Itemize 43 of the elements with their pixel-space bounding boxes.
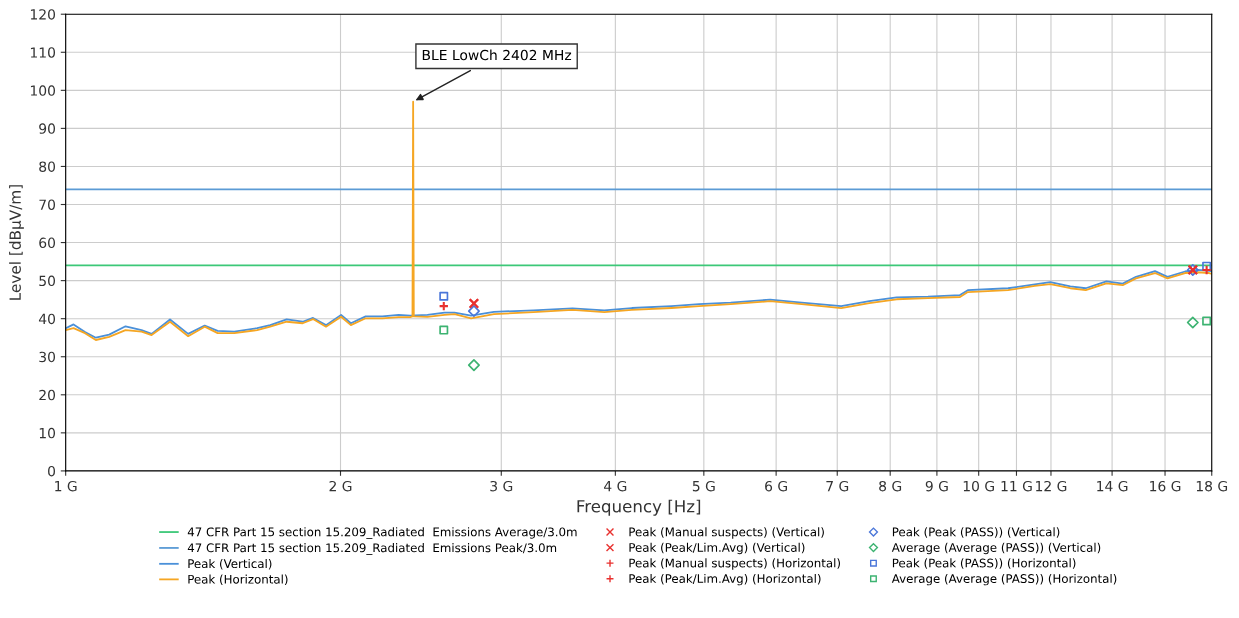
x-tick-label: 7 G bbox=[826, 480, 849, 492]
x-tick-label: 12 G bbox=[1036, 480, 1067, 492]
y-tick-label: 70 bbox=[39, 199, 56, 210]
legend-label: Peak (Vertical) bbox=[188, 558, 272, 570]
x-tick-label: 2 G bbox=[329, 480, 352, 492]
legend-label: 47 CFR Part 15 section 15.209_Radiated Emissions Peak/3.0m bbox=[187, 543, 557, 555]
annotation: BLE LowCh 2402 MHz bbox=[422, 49, 572, 61]
y-tick-label: 60 bbox=[39, 237, 56, 249]
y-axis-title: Level [dBµV/m] bbox=[9, 185, 24, 300]
x-tick-label: 16 G bbox=[1150, 480, 1181, 492]
legend-label: Peak (Peak/Lim.Avg) (Horizontal) bbox=[629, 573, 821, 586]
y-tick-label: 100 bbox=[30, 85, 56, 96]
y-tick-label: 10 bbox=[39, 427, 56, 439]
legend-label: Peak (Horizontal) bbox=[188, 574, 288, 586]
x-tick-label: 11 G bbox=[1001, 480, 1032, 492]
y-tick-label: 50 bbox=[39, 275, 56, 287]
x-tick-label: 8 G bbox=[879, 480, 902, 492]
y-tick-label: 120 bbox=[30, 9, 56, 20]
y-tick-label: 80 bbox=[39, 161, 56, 172]
x-tick-label: 14 G bbox=[1097, 480, 1128, 492]
x-tick-label: 5 G bbox=[692, 480, 715, 492]
legend-label: Peak (Peak (PASS)) (Horizontal) bbox=[892, 558, 1076, 569]
x-tick-label: 3 G bbox=[490, 480, 513, 492]
x-tick-label: 9 G bbox=[925, 480, 948, 492]
legend-label: Peak (Peak (PASS)) (Vertical) bbox=[892, 527, 1060, 538]
y-tick-label: 40 bbox=[38, 313, 56, 325]
legend-label: Peak (Manual suspects) (Vertical) bbox=[629, 527, 824, 539]
legend-label: Average (Average (PASS)) (Horizontal) bbox=[891, 573, 1117, 586]
x-tick-label: 10 G bbox=[963, 480, 994, 492]
y-tick-label: 110 bbox=[30, 47, 56, 58]
legend-label: Peak (Peak/Lim.Avg) (Vertical) bbox=[629, 542, 805, 555]
y-tick-label: 30 bbox=[39, 351, 56, 363]
x-axis-title: Frequency [Hz] bbox=[577, 499, 701, 516]
legend-label: Average (Average (PASS)) (Vertical) bbox=[891, 542, 1101, 555]
y-tick-label: 90 bbox=[39, 123, 56, 134]
x-tick-label: 4 G bbox=[604, 480, 627, 492]
y-tick-label: 0 bbox=[48, 465, 56, 477]
legend-label: Peak (Manual suspects) (Horizontal) bbox=[629, 558, 840, 570]
x-tick-label: 1 G bbox=[55, 480, 77, 492]
y-tick-label: 20 bbox=[39, 389, 56, 401]
x-tick-label: 6 G bbox=[765, 480, 787, 492]
x-tick-label: 18 G bbox=[1196, 480, 1228, 492]
legend-label: 47 CFR Part 15 section 15.209_Radiated Emissions Average/3.0m bbox=[187, 527, 577, 539]
